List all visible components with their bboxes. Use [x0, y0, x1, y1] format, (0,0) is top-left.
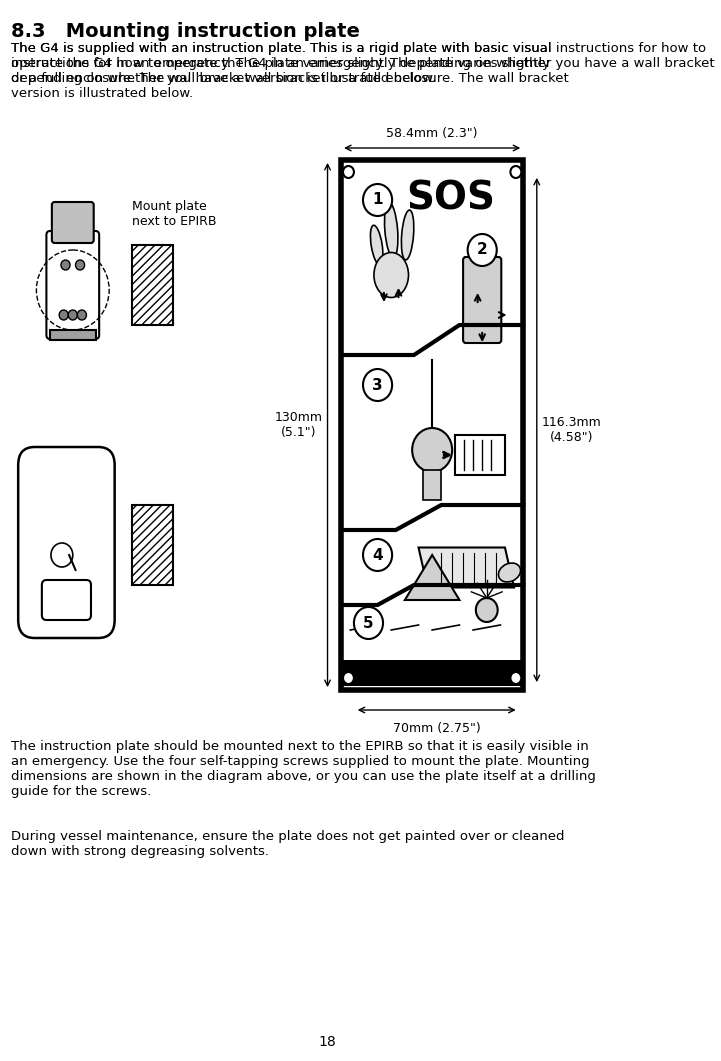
Text: 70mm (2.75"): 70mm (2.75") [393, 721, 481, 735]
Ellipse shape [402, 210, 414, 260]
FancyBboxPatch shape [42, 580, 91, 620]
Circle shape [354, 607, 383, 639]
Ellipse shape [498, 563, 521, 582]
Circle shape [68, 310, 77, 320]
Text: The G4 is supplied with an instruction plate. This is a rigid plate with basic v: The G4 is supplied with an instruction p… [11, 42, 715, 85]
Text: dimensions are shown in the diagram above, or you can use the plate itself at a : dimensions are shown in the diagram abov… [11, 770, 596, 783]
Text: 130mm
(5.1"): 130mm (5.1") [275, 411, 323, 439]
Circle shape [476, 598, 497, 622]
Bar [132, 245, 173, 325]
Ellipse shape [371, 225, 383, 265]
Text: instructions for how to operate the G4 in an emergency. The plate varies slightl: instructions for how to operate the G4 i… [11, 57, 550, 70]
Bar [423, 470, 441, 500]
Circle shape [363, 184, 392, 216]
Bar [132, 505, 173, 585]
FancyBboxPatch shape [18, 447, 115, 638]
Bar [455, 435, 505, 475]
Circle shape [363, 369, 392, 401]
Ellipse shape [384, 203, 398, 258]
Text: 18: 18 [319, 1034, 337, 1049]
Polygon shape [418, 547, 514, 588]
Text: version is illustrated below.: version is illustrated below. [11, 87, 193, 100]
Bar [50, 330, 95, 340]
Circle shape [363, 539, 392, 571]
Bar [341, 160, 523, 690]
Circle shape [343, 166, 354, 178]
Circle shape [76, 260, 84, 269]
Circle shape [412, 428, 452, 472]
Circle shape [77, 310, 87, 320]
Text: The instruction plate should be mounted next to the EPIRB so that it is easily v: The instruction plate should be mounted … [11, 740, 588, 753]
Text: 58.4mm (2.3"): 58.4mm (2.3") [386, 127, 478, 140]
Text: 5: 5 [363, 615, 373, 630]
Circle shape [510, 166, 521, 178]
Polygon shape [405, 555, 459, 601]
Text: SOS: SOS [406, 179, 495, 218]
Text: guide for the screws.: guide for the screws. [11, 785, 151, 798]
FancyBboxPatch shape [463, 257, 501, 343]
Bar [341, 660, 523, 686]
Text: Mount plate
next to EPIRB: Mount plate next to EPIRB [132, 201, 216, 228]
Text: The G4 is supplied with an instruction plate. This is a rigid plate with basic v: The G4 is supplied with an instruction p… [11, 42, 552, 55]
Ellipse shape [374, 253, 409, 297]
Text: depending on whether you have a wall bracket or a full enclosure. The wall brack: depending on whether you have a wall bra… [11, 72, 569, 85]
Text: down with strong degreasing solvents.: down with strong degreasing solvents. [11, 845, 269, 858]
Text: During vessel maintenance, ensure the plate does not get painted over or cleaned: During vessel maintenance, ensure the pl… [11, 830, 565, 843]
Text: 4: 4 [372, 547, 383, 562]
Text: 8.3   Mounting instruction plate: 8.3 Mounting instruction plate [11, 22, 360, 41]
Circle shape [59, 310, 68, 320]
Text: 116.3mm
(4.58"): 116.3mm (4.58") [541, 416, 601, 443]
Text: 1: 1 [372, 192, 383, 208]
Text: an emergency. Use the four self-tapping screws supplied to mount the plate. Moun: an emergency. Use the four self-tapping … [11, 755, 590, 768]
FancyBboxPatch shape [46, 231, 99, 340]
Circle shape [510, 672, 521, 684]
Text: 3: 3 [372, 378, 383, 393]
FancyBboxPatch shape [52, 202, 94, 243]
Circle shape [343, 672, 354, 684]
Text: 2: 2 [477, 243, 487, 258]
Circle shape [468, 234, 497, 266]
Circle shape [61, 260, 70, 269]
